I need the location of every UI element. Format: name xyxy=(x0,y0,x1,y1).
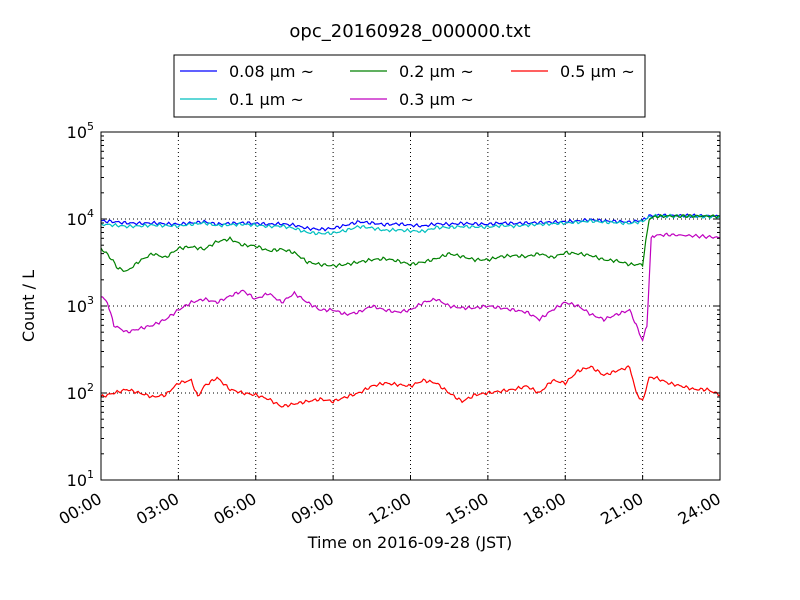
legend-label: 0.1 μm ~ xyxy=(229,90,304,109)
x-axis-ticks: 00:00 03:00 06:00 09:00 12:00 15:00 18:00 21:00… xyxy=(56,132,724,529)
x-tick-label: 09:00 xyxy=(288,489,337,529)
x-tick-label: 24:00 xyxy=(675,489,724,529)
chart-title: opc_20160928_000000.txt xyxy=(289,21,530,42)
y-tick-label: 102 xyxy=(67,381,94,403)
series-line-2 xyxy=(100,214,721,273)
x-tick-label: 03:00 xyxy=(133,489,182,529)
series-line-0 xyxy=(100,213,721,232)
x-tick-label: 00:00 xyxy=(56,489,105,529)
series-lines xyxy=(100,213,721,408)
y-tick-label: 103 xyxy=(67,294,94,316)
y-axis-ticks: 101 102 103 104 105 xyxy=(67,120,720,490)
x-tick-label: 21:00 xyxy=(597,489,646,529)
legend-label: 0.3 μm ~ xyxy=(399,90,474,109)
grid-lines xyxy=(101,132,720,480)
series-line-4 xyxy=(100,365,721,408)
x-tick-label: 06:00 xyxy=(210,489,259,529)
y-axis-label: Count / L xyxy=(19,270,38,342)
legend-box xyxy=(173,54,646,118)
y-tick-label: 105 xyxy=(67,120,94,142)
x-tick-label: 18:00 xyxy=(520,489,569,529)
y-tick-label: 104 xyxy=(67,207,94,229)
x-tick-label: 12:00 xyxy=(365,489,414,529)
legend: 0.08 μm ~ 0.1 μm ~ 0.2 μm ~ 0.3 μm ~ 0.5 μm … xyxy=(173,54,646,118)
series-line-1 xyxy=(100,213,721,236)
legend-label: 0.5 μm ~ xyxy=(560,62,635,81)
x-axis-label: Time on 2016-09-28 (JST) xyxy=(307,533,512,552)
legend-label: 0.2 μm ~ xyxy=(399,62,474,81)
series-line-3 xyxy=(100,232,721,343)
legend-label: 0.08 μm ~ xyxy=(229,62,314,81)
y-tick-label: 101 xyxy=(67,468,94,490)
x-tick-label: 15:00 xyxy=(442,489,491,529)
